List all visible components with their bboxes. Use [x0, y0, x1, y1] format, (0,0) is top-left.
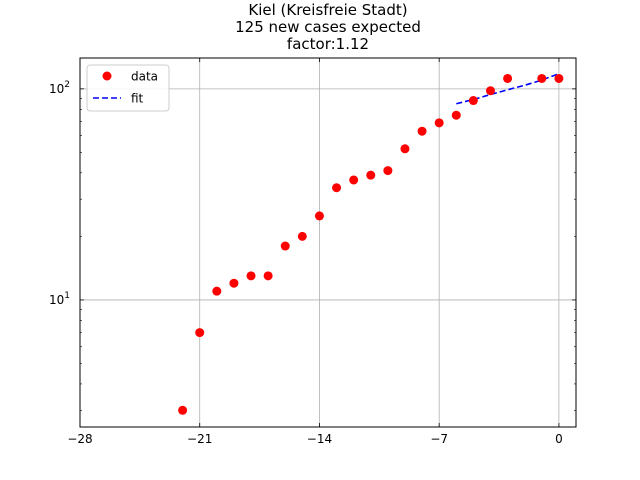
data-point — [263, 271, 273, 281]
data-point — [503, 73, 513, 83]
legend-label-data: data — [131, 70, 158, 84]
x-tick-label: 0 — [555, 432, 563, 446]
data-point — [280, 241, 290, 251]
data-point — [297, 231, 307, 241]
data-series — [178, 73, 564, 415]
y-tick-label: 102 — [49, 80, 70, 96]
chart-title-line-2: 125 new cases expected — [235, 18, 421, 36]
data-point — [451, 110, 461, 120]
data-point — [485, 86, 495, 96]
data-point — [417, 126, 427, 136]
chart-title-line-1: Kiel (Kreisfreie Stadt) — [248, 1, 407, 19]
data-point — [434, 118, 444, 128]
chart-title-line-3: factor:1.12 — [287, 35, 369, 53]
data-point — [212, 286, 222, 296]
x-tick-label: −14 — [307, 432, 332, 446]
data-point — [400, 144, 410, 154]
data-point — [332, 183, 342, 193]
x-tick-label: −7 — [430, 432, 448, 446]
grid — [79, 58, 576, 427]
data-point — [554, 73, 564, 83]
legend: data fit — [86, 64, 170, 112]
plot-frame — [79, 57, 577, 428]
data-point — [537, 73, 547, 83]
data-point — [383, 166, 393, 176]
data-point — [246, 271, 256, 281]
x-tick-label: −28 — [67, 432, 92, 446]
x-tick-label: −21 — [187, 432, 212, 446]
data-point — [314, 211, 324, 221]
data-point — [349, 175, 359, 185]
legend-data-swatch — [102, 71, 112, 81]
legend-label-fit: fit — [131, 92, 144, 106]
data-point — [468, 96, 478, 106]
data-point — [195, 328, 205, 338]
data-point — [178, 405, 188, 415]
axis-ticks: −28 −21 −14 −7 0 101 102 — [49, 58, 576, 446]
data-point — [366, 170, 376, 180]
data-point — [229, 278, 239, 288]
y-tick-label: 101 — [49, 291, 70, 307]
